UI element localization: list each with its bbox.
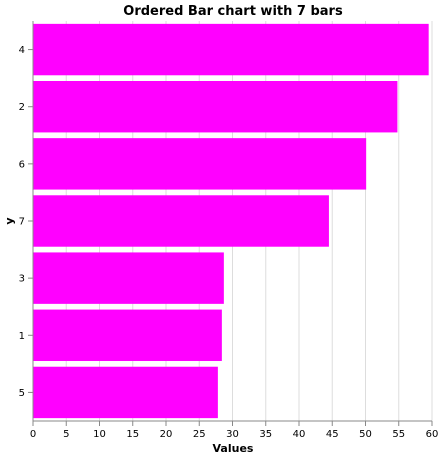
y-tick-label: 2 xyxy=(19,102,25,113)
x-tick-label: 20 xyxy=(160,429,173,440)
y-tick-label: 3 xyxy=(19,274,25,285)
bar-2 xyxy=(33,81,398,133)
x-tick-label: 60 xyxy=(426,429,439,440)
x-tick-label: 30 xyxy=(226,429,239,440)
x-axis-title: Values xyxy=(213,442,254,455)
chart-title: Ordered Bar chart with 7 bars xyxy=(123,4,343,19)
x-tick-label: 5 xyxy=(63,429,69,440)
y-tick-label: 5 xyxy=(19,388,25,399)
x-tick-label: 25 xyxy=(193,429,206,440)
x-tick-label: 55 xyxy=(392,429,405,440)
bar-7 xyxy=(33,195,329,247)
y-tick-label: 1 xyxy=(19,331,25,342)
y-tick-label: 6 xyxy=(19,159,25,170)
x-tick-label: 35 xyxy=(259,429,272,440)
y-tick-label: 4 xyxy=(19,45,25,56)
x-tick-label: 15 xyxy=(126,429,139,440)
bar-6 xyxy=(33,138,367,190)
bar-3 xyxy=(33,252,224,304)
y-tick-label: 7 xyxy=(19,217,25,228)
x-tick-label: 10 xyxy=(93,429,106,440)
bar-4 xyxy=(33,23,429,76)
x-tick-label: 0 xyxy=(30,429,36,440)
bars xyxy=(33,23,429,419)
y-axis-title: y xyxy=(3,217,16,224)
bar-5 xyxy=(33,366,218,419)
x-tick-label: 40 xyxy=(293,429,306,440)
bar-1 xyxy=(33,309,222,361)
x-tick-label: 45 xyxy=(326,429,339,440)
x-tick-label: 50 xyxy=(359,429,372,440)
